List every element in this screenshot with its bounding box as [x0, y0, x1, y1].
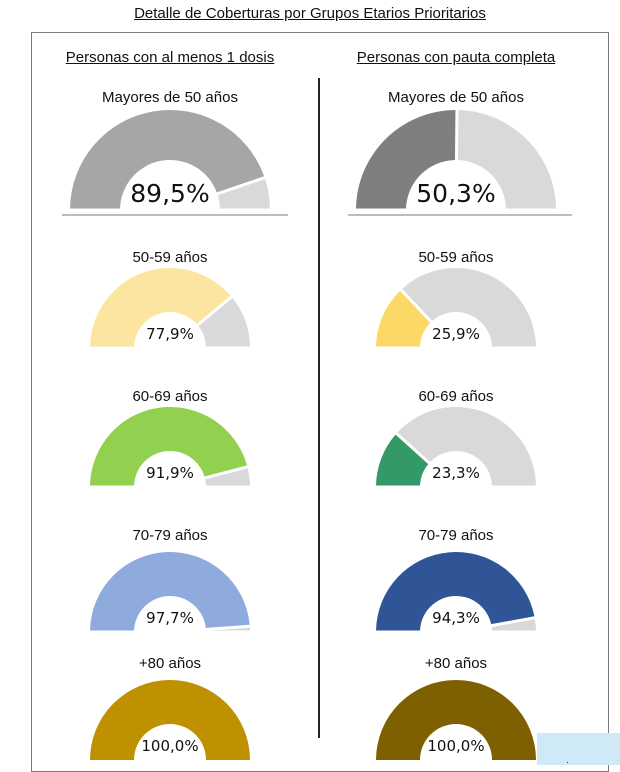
- left-gauge-1-remainder-arc: [198, 297, 250, 347]
- left-gauge-2-value-label: 91,9%: [146, 464, 194, 482]
- left-gauge-3-remainder-arc: [205, 627, 250, 631]
- right-summary-baseline: [348, 214, 572, 216]
- left-gauge-3-value-arc: [90, 552, 250, 631]
- left-gauge-0-label: Mayores de 50 años: [102, 89, 238, 106]
- corner-mark: ·: [566, 757, 569, 767]
- left-gauge-0-value-label: 89,5%: [130, 179, 209, 208]
- left-summary-baseline: [62, 214, 288, 216]
- right-gauge-4-value-arc: [376, 680, 536, 760]
- right-gauge-2-label: 60-69 años: [418, 388, 493, 405]
- right-gauge-3-value-label: 94,3%: [432, 609, 480, 627]
- right-gauge-2-value-label: 23,3%: [432, 464, 480, 482]
- left-gauge-2-label: 60-69 años: [132, 388, 207, 405]
- left-gauge-3-value-label: 97,7%: [146, 609, 194, 627]
- right-gauge-0-value-arc: [356, 110, 456, 209]
- right-gauge-3-label: 70-79 años: [418, 527, 493, 544]
- right-gauge-2-value-arc: [376, 434, 429, 486]
- right-gauge-1-label: 50-59 años: [418, 249, 493, 266]
- left-gauge-2-remainder-arc: [205, 468, 250, 486]
- corner-box: [537, 733, 620, 765]
- right-gauge-0-remainder-arc: [457, 110, 556, 209]
- right-gauge-0-label: Mayores de 50 años: [388, 89, 524, 106]
- right-gauge-1-value-label: 25,9%: [432, 325, 480, 343]
- right-gauge-4-value-label: 100,0%: [427, 737, 484, 755]
- left-gauge-4-value-arc: [90, 680, 250, 760]
- left-gauge-2-value-arc: [90, 407, 248, 486]
- chart-title: Detalle de Coberturas por Grupos Etarios…: [134, 5, 486, 22]
- left-column-heading: Personas con al menos 1 dosis: [65, 49, 275, 66]
- left-gauge-1-value-arc: [90, 267, 231, 347]
- left-gauge-3-label: 70-79 años: [132, 527, 207, 544]
- right-gauge-1-value-arc: [376, 290, 431, 347]
- left-gauge-0-remainder-arc: [217, 179, 270, 209]
- left-gauge-4-label: +80 años: [139, 655, 201, 672]
- right-gauge-1-remainder-arc: [402, 267, 536, 347]
- right-gauge-2-remainder-arc: [397, 406, 536, 486]
- left-gauge-1-label: 50-59 años: [132, 249, 207, 266]
- right-gauge-3-remainder-arc: [491, 619, 536, 631]
- left-gauge-0-value-arc: [70, 110, 265, 209]
- right-column-heading: Personas con pauta completa: [356, 49, 556, 66]
- right-gauge-0-value-label: 50,3%: [416, 179, 495, 208]
- left-gauge-1-value-label: 77,9%: [146, 325, 194, 343]
- right-gauge-3-value-arc: [376, 552, 535, 631]
- right-gauge-4-label: +80 años: [425, 655, 487, 672]
- left-gauge-4-value-label: 100,0%: [141, 737, 198, 755]
- column-divider: [318, 78, 320, 738]
